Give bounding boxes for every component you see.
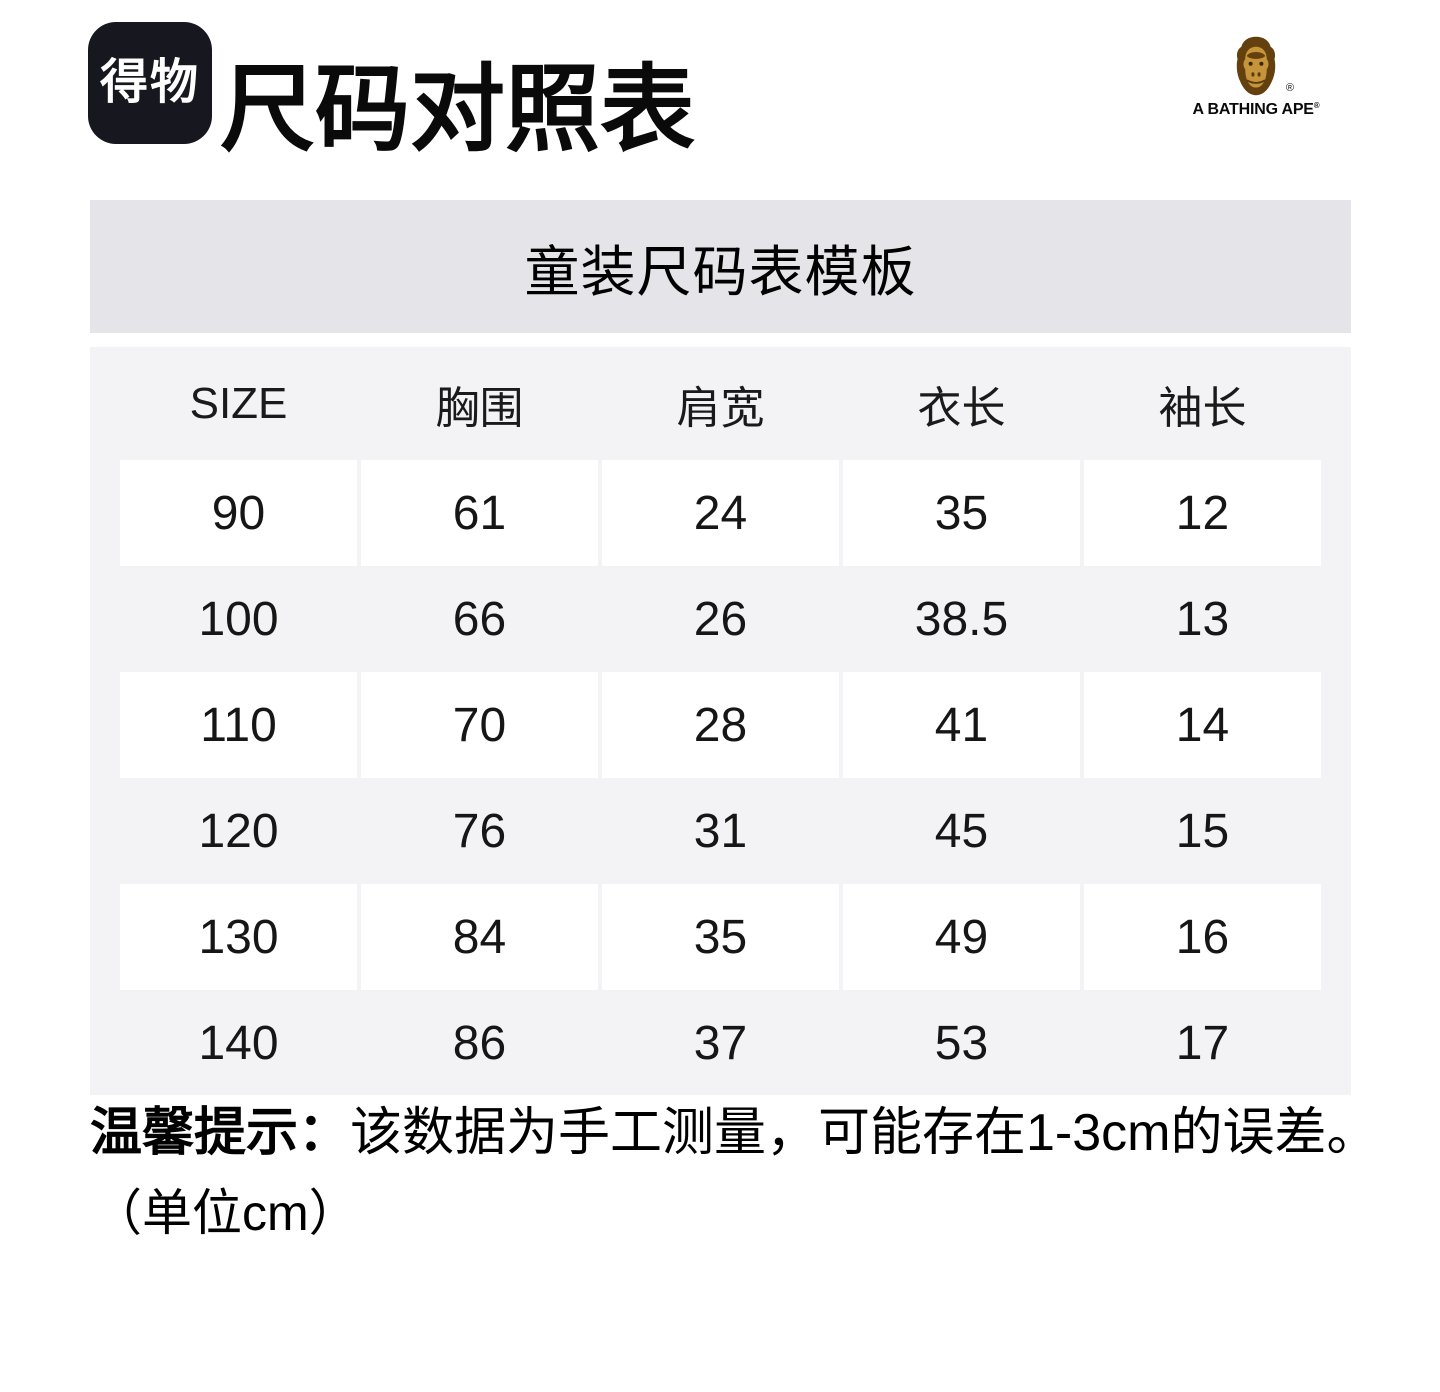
table-row: 120 76 31 45 15 <box>120 778 1321 884</box>
measurement-cell: 76 <box>452 804 507 858</box>
footnote-label: 温馨提示： <box>90 1104 351 1162</box>
measurement-cell: 15 <box>1175 804 1230 858</box>
table-row: 90 61 24 35 12 <box>120 460 1321 566</box>
table-row: 130 84 35 49 16 <box>120 884 1321 990</box>
measurement-cell: 12 <box>1084 460 1321 566</box>
measurement-cell: 38.5 <box>914 592 1009 646</box>
column-header: 衣长 <box>917 383 1006 433</box>
table-row: 100 66 26 38.5 13 <box>120 566 1321 672</box>
column-header: 袖长 <box>1158 383 1247 433</box>
brand-name: A BATHING APE® <box>1193 101 1320 119</box>
measurement-cell: 86 <box>452 1016 507 1070</box>
measurement-cell: 35 <box>843 460 1080 566</box>
page-title: 尺码对照表 <box>220 57 696 163</box>
measurement-cell: 61 <box>361 460 598 566</box>
size-cell: 100 <box>198 592 279 646</box>
dewu-logo-text: 得物 <box>99 56 200 109</box>
size-cell: 120 <box>198 804 279 858</box>
size-cell: 110 <box>120 672 357 778</box>
table-title-banner: 童装尺码表模板 <box>90 200 1351 333</box>
table-row: 140 86 37 53 17 <box>120 990 1321 1096</box>
footnote-text: 该数据为手工测量，可能存在1-3cm的误差。 <box>350 1104 1379 1162</box>
column-header: 胸围 <box>435 383 524 433</box>
column-header-size: SIZE <box>189 378 288 428</box>
measurement-cell: 41 <box>843 672 1080 778</box>
table-body: 90 61 24 35 12 100 66 26 38.5 13 110 70 28 41 14 120 76 3… <box>120 460 1321 1096</box>
measurement-cell: 70 <box>361 672 598 778</box>
size-cell: 130 <box>120 884 357 990</box>
measurement-cell: 66 <box>452 592 507 646</box>
measurement-cell: 31 <box>693 804 748 858</box>
table-title: 童装尺码表模板 <box>524 240 917 303</box>
measurement-cell: 84 <box>361 884 598 990</box>
size-table: SIZE 胸围 肩宽 衣长 袖长 90 61 24 35 12 100 66 26 38.5 13 110 7… <box>90 347 1351 1095</box>
ape-head-icon: ® <box>1232 36 1294 96</box>
footnote: 温馨提示：该数据为手工测量，可能存在1-3cm的误差。 <box>90 1102 1379 1164</box>
table-header-row: SIZE 胸围 肩宽 衣长 袖长 <box>120 347 1321 460</box>
measurement-cell: 28 <box>602 672 839 778</box>
measurement-cell: 37 <box>693 1016 748 1070</box>
size-cell: 90 <box>120 460 357 566</box>
measurement-cell: 14 <box>1084 672 1321 778</box>
measurement-cell: 26 <box>693 592 748 646</box>
unit-note: （单位cm） <box>92 1185 359 1241</box>
measurement-cell: 16 <box>1084 884 1321 990</box>
measurement-cell: 24 <box>602 460 839 566</box>
table-row: 110 70 28 41 14 <box>120 672 1321 778</box>
size-cell: 140 <box>198 1016 279 1070</box>
brand-registered-mark: ® <box>1313 101 1320 110</box>
registered-mark-icon: ® <box>1285 82 1294 94</box>
measurement-cell: 35 <box>602 884 839 990</box>
measurement-cell: 45 <box>934 804 989 858</box>
dewu-app-logo: 得物 <box>88 22 212 144</box>
column-header: 肩宽 <box>676 383 765 433</box>
brand-logo: ® A BATHING APE® <box>1172 36 1340 119</box>
measurement-cell: 49 <box>843 884 1080 990</box>
measurement-cell: 13 <box>1175 592 1230 646</box>
measurement-cell: 17 <box>1175 1016 1230 1070</box>
brand-name-text: A BATHING APE <box>1192 101 1314 118</box>
measurement-cell: 53 <box>934 1016 989 1070</box>
